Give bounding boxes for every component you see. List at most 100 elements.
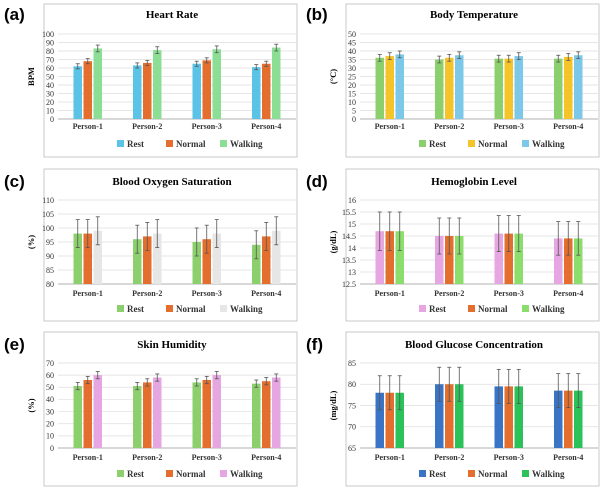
bar-walking (153, 233, 162, 284)
bar-walking (272, 47, 281, 119)
category-label: Person-2 (132, 289, 162, 298)
legend-swatch (419, 470, 426, 477)
y-tick-label: 70 (46, 359, 54, 368)
bar-walking (395, 231, 404, 284)
category-label: Person-3 (192, 122, 222, 131)
category-label: Person-4 (553, 289, 583, 298)
bar-normal (262, 381, 271, 448)
category-label: Person-2 (132, 122, 162, 131)
legend-label: Normal (478, 304, 508, 314)
legend-label: Normal (478, 469, 508, 479)
bar-normal (143, 236, 152, 284)
legend-label: Walking (532, 139, 565, 149)
bar-normal (262, 63, 271, 119)
bar-normal (564, 390, 573, 448)
panel-skin-humidity: (e) Skin Humidity 0 10 20 30 40 50 60 70 (%) Perso… (0, 326, 302, 489)
bar-walking (212, 233, 221, 284)
panel-label: (a) (4, 5, 25, 24)
hemoglobin-chart: Hemoglobin Level 12.5 13 13.5 14 14.5 15 15.5 16… (328, 168, 600, 322)
legend-swatch (419, 305, 426, 312)
legend-swatch (220, 140, 227, 147)
bar-normal (385, 56, 394, 119)
y-tick-label: 60 (46, 64, 54, 73)
legend-label: Normal (478, 139, 508, 149)
y-tick-label: 70 (46, 55, 54, 64)
bar-rest (192, 382, 201, 448)
legend-label: Rest (127, 469, 144, 479)
bar-walking (153, 50, 162, 119)
y-tick-label: 45 (348, 38, 356, 47)
panel-label: (e) (4, 335, 25, 354)
panel-heart-rate: (a) Heart Rate 0 10 20 30 40 50 60 70 80 90 100 BPM P… (0, 0, 302, 163)
legend-swatch (468, 470, 475, 477)
y-tick-label: 15.5 (342, 208, 356, 217)
bar-rest (375, 57, 384, 119)
bar-walking (514, 233, 523, 284)
category-label: Person-1 (73, 122, 103, 131)
y-tick-label: 30 (46, 89, 54, 98)
y-tick-label: 90 (46, 38, 54, 47)
y-tick-label: 30 (348, 64, 356, 73)
bar-rest (252, 244, 261, 284)
y-tick-label: 35 (348, 55, 356, 64)
bar-walking (272, 377, 281, 448)
legend-swatch (117, 140, 124, 147)
bar-rest (252, 67, 261, 119)
legend-label: Rest (127, 304, 144, 314)
bar-rest (494, 58, 503, 119)
y-axis-label: (°C) (328, 69, 338, 84)
legend-swatch (419, 140, 426, 147)
bar-normal (385, 392, 394, 448)
bar-normal (262, 236, 271, 284)
y-tick-label: 50 (46, 383, 54, 392)
legend-label: Walking (532, 469, 565, 479)
y-tick-label: 65 (348, 444, 356, 453)
category-label: Person-3 (192, 289, 222, 298)
y-tick-label: 30 (46, 407, 54, 416)
bar-rest (554, 58, 563, 119)
panel-label: (b) (306, 5, 328, 24)
y-tick-label: 10 (46, 432, 54, 441)
legend-swatch (166, 470, 173, 477)
legend-swatch (117, 470, 124, 477)
category-label: Person-2 (434, 122, 464, 131)
legend-label: Rest (429, 139, 446, 149)
y-tick-label: 12.5 (342, 280, 356, 289)
chart-title: Skin Humidity (137, 339, 207, 351)
bar-normal (564, 56, 573, 119)
panel-blood-oxygen: (c) Blood Oxygen Saturation 80 85 90 95 100 10… (0, 163, 302, 326)
y-tick-label: 60 (46, 371, 54, 380)
y-tick-label: 80 (348, 380, 356, 389)
bar-rest (252, 383, 261, 448)
bar-rest (375, 392, 384, 448)
bar-rest (494, 233, 503, 284)
category-label: Person-3 (494, 453, 524, 462)
legend-label: Normal (176, 139, 206, 149)
category-label: Person-1 (375, 453, 405, 462)
y-tick-label: 40 (348, 47, 356, 56)
category-label: Person-3 (192, 453, 222, 462)
legend-swatch (522, 140, 529, 147)
bar-walking (574, 390, 583, 448)
y-axis-label: (%) (26, 398, 36, 412)
bar-rest (375, 231, 384, 284)
bar-rest (192, 242, 201, 284)
panel-label: (c) (4, 172, 25, 191)
legend-swatch (166, 305, 173, 312)
y-axis-label: (mg/dL) (328, 390, 338, 420)
legend-label: Rest (429, 469, 446, 479)
y-tick-label: 95 (46, 238, 54, 247)
bar-normal (202, 380, 211, 448)
legend-swatch (166, 140, 173, 147)
bar-walking (395, 392, 404, 448)
bar-walking (153, 377, 162, 448)
y-tick-label: 0 (50, 444, 54, 453)
bar-normal (385, 231, 394, 284)
legend-swatch (468, 305, 475, 312)
legend-label: Normal (176, 469, 206, 479)
legend-label: Walking (532, 304, 565, 314)
bar-walking (93, 230, 102, 284)
legend-label: Rest (127, 139, 144, 149)
bar-normal (143, 382, 152, 448)
